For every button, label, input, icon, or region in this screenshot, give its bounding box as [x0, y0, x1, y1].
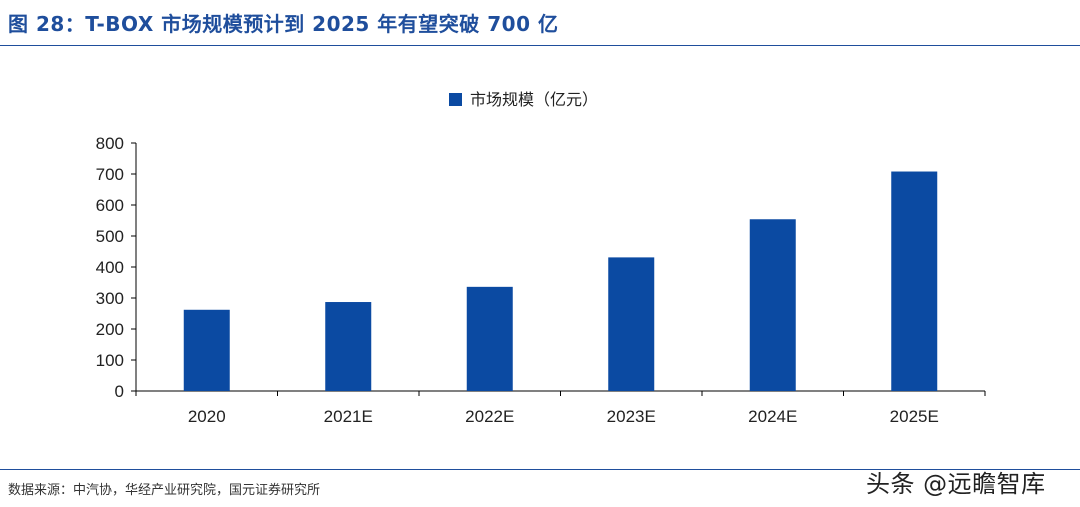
bar: [749, 219, 796, 391]
y-axis: 0 100 200 300 400 500 600 700 800: [96, 134, 137, 401]
y-tick-label: 100: [96, 351, 124, 370]
bar: [325, 302, 372, 391]
source-note: 数据来源：中汽协，华经产业研究院，国元证券研究所: [8, 483, 321, 498]
legend: 市场规模（亿元）: [449, 90, 598, 109]
y-tick-label: 400: [96, 258, 124, 277]
x-tick-label: 2024E: [748, 407, 797, 426]
y-tick-label: 300: [96, 289, 124, 308]
x-axis: 2020 2021E 2022E 2023E 2024E 2025E: [135, 390, 986, 426]
legend-swatch: [449, 93, 462, 106]
y-tick-label: 0: [115, 382, 124, 401]
source-divider: [0, 469, 1080, 470]
x-tick-label: 2020: [188, 407, 226, 426]
watermark: 头条 @远瞻智库: [866, 470, 1046, 498]
x-tick-label: 2023E: [607, 407, 656, 426]
x-tick-label: 2022E: [465, 407, 514, 426]
bars: [183, 171, 938, 391]
y-tick-label: 200: [96, 320, 124, 339]
bar: [608, 257, 655, 391]
bar: [466, 286, 513, 391]
bar: [183, 309, 230, 391]
y-tick-label: 600: [96, 196, 124, 215]
y-tick-label: 700: [96, 165, 124, 184]
x-tick-label: 2021E: [324, 407, 373, 426]
figure-title: 图 28：T-BOX 市场规模预计到 2025 年有望突破 700 亿: [8, 12, 559, 36]
legend-label: 市场规模（亿元）: [470, 90, 598, 109]
x-tick-label: 2025E: [890, 407, 939, 426]
y-tick-label: 500: [96, 227, 124, 246]
bar: [891, 171, 938, 391]
title-divider: [0, 45, 1080, 46]
y-tick-label: 800: [96, 134, 124, 153]
